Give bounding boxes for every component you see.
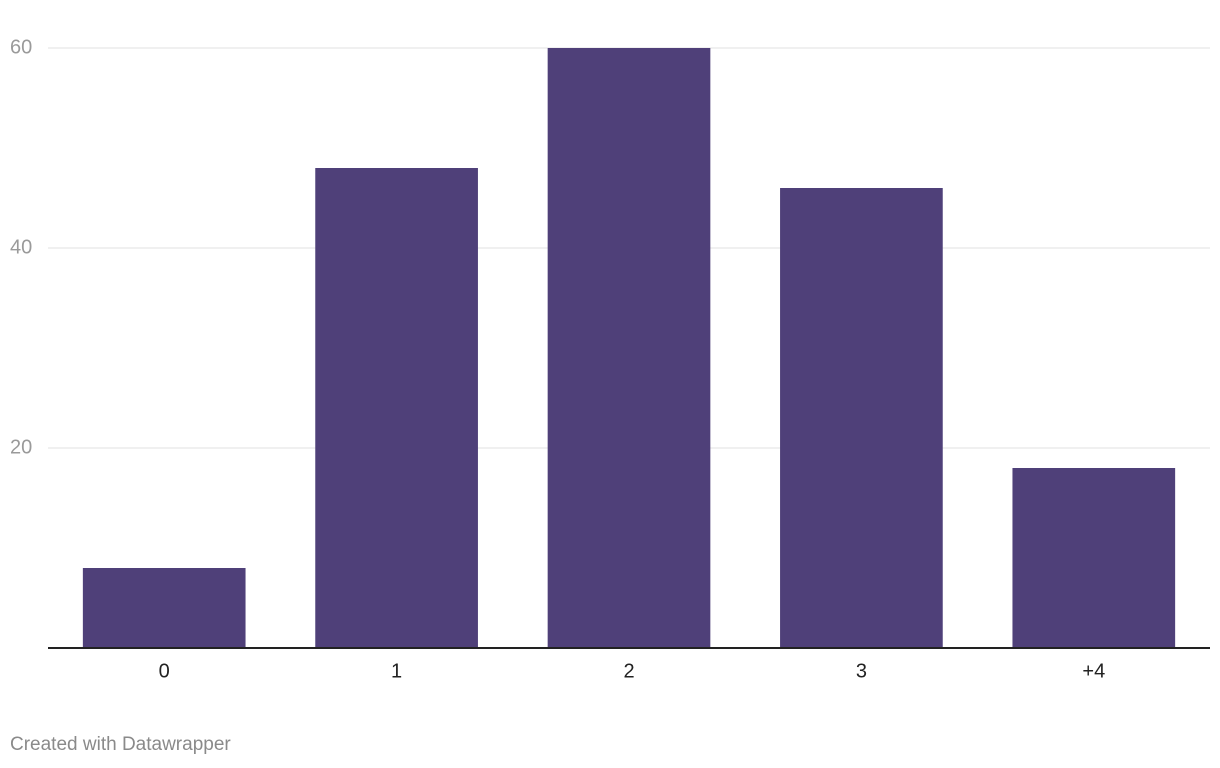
y-tick-label: 60: [10, 36, 32, 58]
x-tick-label: +4: [1082, 660, 1105, 682]
bar: [547, 48, 711, 648]
y-tick-label: 20: [10, 436, 32, 458]
x-tick-label: 0: [159, 660, 170, 682]
y-tick-label: 40: [10, 236, 32, 258]
bar: [315, 168, 478, 648]
bar: [780, 188, 943, 648]
x-tick-label: 2: [623, 660, 634, 682]
x-tick-label: 1: [391, 660, 402, 682]
bar: [82, 568, 246, 648]
bar: [1012, 468, 1176, 648]
footer: Created with Datawrapper: [10, 734, 231, 755]
x-tick-label: 3: [856, 660, 867, 682]
